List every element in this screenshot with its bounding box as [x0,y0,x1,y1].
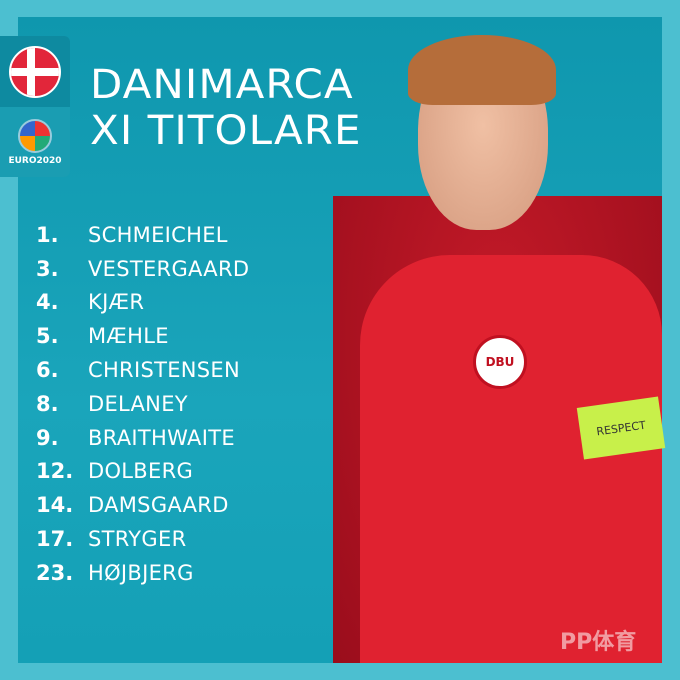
player-number: 5. [36,324,59,349]
euro2020-logo: EURO2020 [0,107,70,177]
player-row: 6. CHRISTENSEN [36,353,249,387]
page-title: DANIMARCA XI TITOLARE [90,62,362,154]
player-name: DOLBERG [88,459,194,484]
player-row: 1. SCHMEICHEL [36,218,249,252]
player-row: 23. HØJBJERG [36,556,249,590]
player-name: DELANEY [88,391,188,416]
player-number: 17. [36,527,74,552]
player-hair [408,35,556,105]
player-number: 8. [36,391,59,416]
player-row: 4. KJÆR [36,286,249,320]
player-shirt [360,255,662,663]
player-number: 12. [36,459,74,484]
player-row: 5. MÆHLE [36,319,249,353]
title-line-1: DANIMARCA [90,62,354,108]
player-number: 1. [36,222,59,247]
player-name: HØJBJERG [88,560,194,585]
player-number: 14. [36,493,74,518]
lineup-list: 1. SCHMEICHEL 3. VESTERGAARD 4. KJÆR 5. MÆHLE 6.… [36,218,249,590]
player-name: SCHMEICHEL [88,222,228,247]
player-number: 9. [36,425,59,450]
player-row: 14. DAMSGAARD [36,488,249,522]
dbu-crest: DBU [473,335,527,389]
denmark-flag-icon [9,45,61,98]
trophy-icon [18,118,52,153]
player-name: STRYGER [88,527,187,552]
player-number: 4. [36,290,59,315]
player-name: VESTERGAARD [88,256,250,281]
title-line-2: XI TITOLARE [90,108,362,154]
player-name: BRAITHWAITE [88,425,235,450]
player-row: 3. VESTERGAARD [36,252,249,286]
player-number: 6. [36,358,59,383]
player-row: 8. DELANEY [36,387,249,421]
player-number: 23. [36,560,74,585]
player-row: 17. STRYGER [36,522,249,556]
player-number: 3. [36,256,59,281]
player-row: 12. DOLBERG [36,455,249,489]
euro-logo-text: EURO2020 [8,155,62,166]
player-name: MÆHLE [88,324,169,349]
player-name: DAMSGAARD [88,493,229,518]
watermark: PP体育 [560,630,637,655]
player-name: KJÆR [88,290,145,315]
player-row: 9. BRAITHWAITE [36,421,249,455]
team-badge: EURO2020 [0,36,70,177]
player-name: CHRISTENSEN [88,358,240,383]
